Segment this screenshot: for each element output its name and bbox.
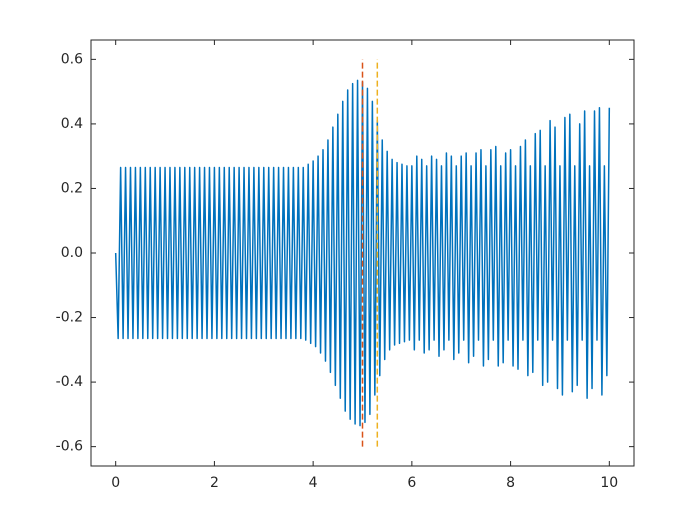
x-tick-label: 0: [111, 475, 120, 491]
y-tick-label: -0.4: [56, 374, 83, 390]
y-tick-label: -0.6: [56, 439, 83, 455]
y-tick-label: 0.6: [61, 51, 83, 67]
y-tick-label: 0.4: [61, 116, 83, 132]
x-tick-label: 8: [506, 475, 515, 491]
x-tick-label: 4: [309, 475, 318, 491]
y-tick-label: 0.2: [61, 180, 83, 196]
x-tick-label: 6: [407, 475, 416, 491]
y-tick-label: -0.2: [56, 310, 83, 326]
y-tick-label: 0.0: [61, 245, 83, 261]
x-tick-label: 10: [600, 475, 618, 491]
x-tick-label: 2: [210, 475, 219, 491]
